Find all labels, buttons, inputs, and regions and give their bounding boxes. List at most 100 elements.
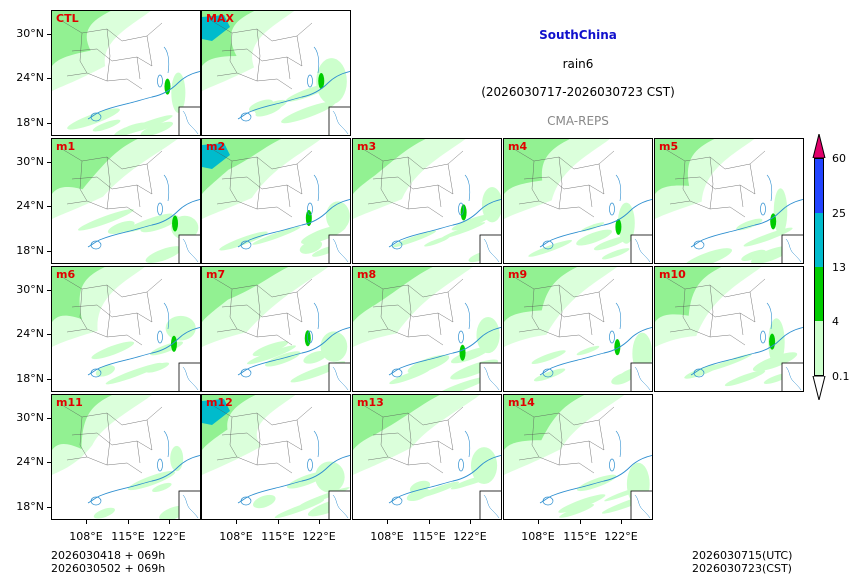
colorbar-label-4: 4	[832, 315, 839, 328]
init-time-cst: 2026030502 + 069h	[51, 562, 166, 575]
lat-tick-mark	[47, 123, 51, 124]
rain-map	[52, 395, 200, 519]
rain-map	[504, 267, 652, 391]
variable-title: rain6	[562, 57, 594, 71]
rain-map	[202, 139, 350, 263]
panel-label: m14	[508, 396, 535, 409]
lon-tick-mark	[387, 520, 388, 524]
panel-m13: m13	[352, 394, 502, 520]
lat-tick-label: 30°N	[16, 155, 44, 168]
lat-tick-mark	[47, 162, 51, 163]
panel-m10: m10	[654, 266, 804, 392]
colorbar-segment-25-60	[814, 158, 824, 213]
colorbar-top-arrow	[812, 134, 826, 158]
lat-tick-label: 18°N	[16, 500, 44, 513]
panel-m9: m9	[503, 266, 653, 392]
colorbar-segment-13-25	[814, 213, 824, 267]
colorbar-bottom-arrow	[812, 376, 826, 400]
lat-tick-label: 24°N	[16, 327, 44, 340]
panel-ctl: CTL	[51, 10, 201, 136]
panel-label: m1	[56, 140, 76, 153]
lon-tick-label: 122°E	[604, 530, 638, 543]
lon-tick-label: 122°E	[152, 530, 186, 543]
lat-tick-label: 18°N	[16, 116, 44, 129]
panel-label: m2	[206, 140, 226, 153]
valid-time-cst: 2026030723(CST)	[692, 562, 792, 575]
lon-tick-mark	[86, 520, 87, 524]
panel-label: m4	[508, 140, 528, 153]
panel-label: m10	[659, 268, 686, 281]
lon-tick-mark	[278, 520, 279, 524]
panel-m3: m3	[352, 138, 502, 264]
colorbar-label-13: 13	[832, 261, 846, 274]
rain-map	[655, 139, 803, 263]
lon-tick-mark	[319, 520, 320, 524]
rain-map	[504, 139, 652, 263]
lat-tick-mark	[47, 206, 51, 207]
lon-tick-mark	[128, 520, 129, 524]
rain-map	[353, 267, 501, 391]
panel-label: m11	[56, 396, 83, 409]
lat-tick-label: 24°N	[16, 71, 44, 84]
lon-tick-mark	[236, 520, 237, 524]
system-title: CMA-REPS	[547, 114, 609, 128]
panel-label: m6	[56, 268, 76, 281]
lat-tick-mark	[47, 34, 51, 35]
panel-label: m12	[206, 396, 233, 409]
panel-m6: m6	[51, 266, 201, 392]
panel-label: m8	[357, 268, 377, 281]
colorbar-label-60: 60	[832, 152, 846, 165]
panel-m14: m14	[503, 394, 653, 520]
colorbar-label-0.1: 0.1	[832, 370, 850, 383]
lat-tick-label: 30°N	[16, 283, 44, 296]
lat-tick-label: 30°N	[16, 27, 44, 40]
rain-map	[504, 395, 652, 519]
rain-map	[202, 267, 350, 391]
panel-label: CTL	[56, 12, 79, 25]
rain-map	[655, 267, 803, 391]
lon-tick-mark	[538, 520, 539, 524]
panel-m12: m12	[201, 394, 351, 520]
panel-label: MAX	[206, 12, 234, 25]
rain-map	[202, 11, 350, 135]
lon-tick-mark	[429, 520, 430, 524]
init-time-utc: 2026030418 + 069h	[51, 549, 166, 562]
lon-tick-label: 108°E	[521, 530, 555, 543]
panel-label: m7	[206, 268, 226, 281]
lon-tick-label: 108°E	[69, 530, 103, 543]
colorbar-segment-0.1-4	[814, 321, 824, 376]
lat-tick-mark	[47, 290, 51, 291]
lat-tick-label: 18°N	[16, 244, 44, 257]
lat-tick-label: 24°N	[16, 455, 44, 468]
lon-tick-mark	[580, 520, 581, 524]
panel-m5: m5	[654, 138, 804, 264]
lon-tick-label: 108°E	[370, 530, 404, 543]
rain-map	[52, 267, 200, 391]
panel-label: m13	[357, 396, 384, 409]
lat-tick-mark	[47, 251, 51, 252]
lon-tick-label: 122°E	[453, 530, 487, 543]
panel-label: m5	[659, 140, 679, 153]
lon-tick-label: 115°E	[261, 530, 295, 543]
panel-label: m3	[357, 140, 377, 153]
lat-tick-label: 30°N	[16, 411, 44, 424]
lat-tick-mark	[47, 418, 51, 419]
panel-max: MAX	[201, 10, 351, 136]
panel-m1: m1	[51, 138, 201, 264]
panel-m7: m7	[201, 266, 351, 392]
lat-tick-label: 18°N	[16, 372, 44, 385]
lon-tick-mark	[470, 520, 471, 524]
lon-tick-label: 122°E	[302, 530, 336, 543]
valid-time-utc: 2026030715(UTC)	[692, 549, 793, 562]
lat-tick-mark	[47, 78, 51, 79]
lat-tick-mark	[47, 334, 51, 335]
lat-tick-label: 24°N	[16, 199, 44, 212]
lon-tick-mark	[621, 520, 622, 524]
lon-tick-label: 108°E	[219, 530, 253, 543]
lon-tick-mark	[169, 520, 170, 524]
lon-tick-label: 115°E	[111, 530, 145, 543]
lon-tick-label: 115°E	[412, 530, 446, 543]
panel-m11: m11	[51, 394, 201, 520]
rain-map	[353, 139, 501, 263]
panel-m2: m2	[201, 138, 351, 264]
